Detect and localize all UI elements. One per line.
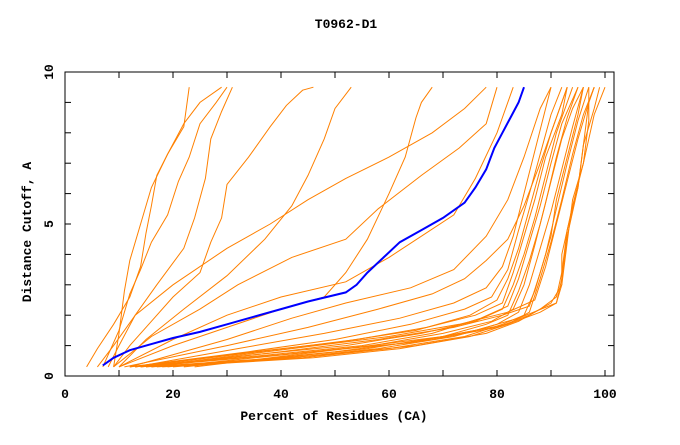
model-line-15 xyxy=(140,86,579,368)
x-tick-label: 80 xyxy=(489,387,505,402)
model-line-5 xyxy=(113,86,314,368)
model-line-27 xyxy=(167,87,606,368)
model-line-1 xyxy=(86,87,190,368)
model-line-14 xyxy=(135,87,574,368)
y-axis-label: Distance Cutoff, A xyxy=(20,162,35,303)
model-line-17 xyxy=(135,87,568,368)
model-line-24 xyxy=(183,87,590,368)
y-tick-label: 0 xyxy=(42,372,57,380)
x-tick-label: 60 xyxy=(381,387,397,402)
series-lines xyxy=(86,86,606,368)
model-line-4 xyxy=(113,86,222,367)
x-tick-label: 100 xyxy=(593,387,617,402)
y-tick-labels: 0 5 10 xyxy=(42,64,57,380)
chart-title: T0962-D1 xyxy=(315,17,378,32)
model-line-22 xyxy=(162,87,595,368)
model-line-11 xyxy=(129,86,552,368)
x-axis-label: Percent of Residues (CA) xyxy=(240,409,427,424)
model-line-10 xyxy=(118,87,514,368)
model-line-20 xyxy=(129,87,563,368)
model-line-7 xyxy=(97,86,487,368)
model-line-3 xyxy=(107,86,233,368)
model-line-23 xyxy=(172,87,601,368)
highlighted-model-line xyxy=(102,86,525,367)
model-line-2 xyxy=(102,86,228,368)
y-tick-label: 5 xyxy=(42,220,57,228)
model-line-29 xyxy=(135,87,552,368)
model-line-6 xyxy=(118,86,352,368)
plot-frame xyxy=(64,71,615,377)
model-line-12 xyxy=(124,87,568,368)
model-line-9 xyxy=(118,86,433,368)
model-line-26 xyxy=(151,87,584,368)
model-line-8 xyxy=(113,87,498,368)
model-line-18 xyxy=(151,87,584,368)
model-line-28 xyxy=(194,87,595,368)
x-tick-labels: 0 20 40 60 80 100 xyxy=(61,387,617,402)
y-tick-label: 10 xyxy=(42,64,57,80)
x-tick-label: 0 xyxy=(61,387,69,402)
model-line-25 xyxy=(145,87,595,368)
x-tick-label: 20 xyxy=(165,387,181,402)
x-tick-label: 40 xyxy=(273,387,289,402)
